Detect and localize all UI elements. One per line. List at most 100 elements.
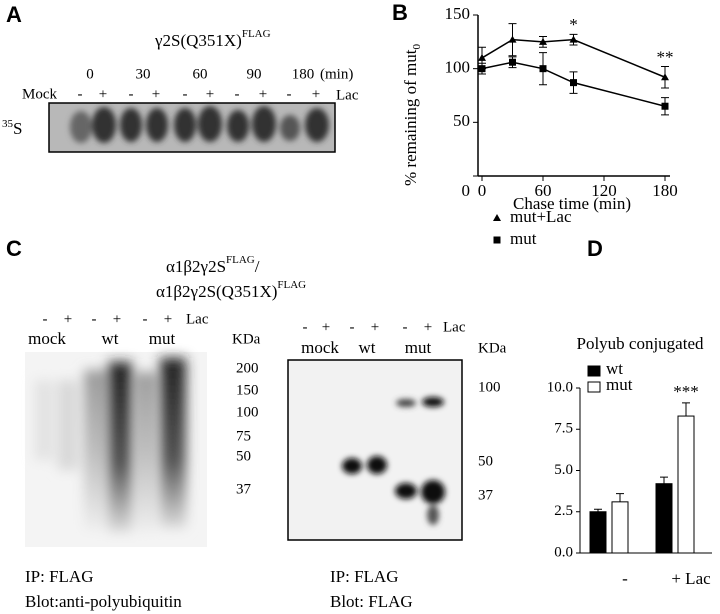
isotope-text: S [13,119,22,138]
lane-sign: + [152,86,160,102]
y-label-text: % remaining of mut [401,49,420,186]
lane-sign: + [259,86,267,102]
time-label: 60 [193,66,208,82]
y-tick-label: 150 [445,4,471,23]
x-tick-label: - [622,569,628,588]
marker-label: 200 [236,360,259,376]
legend-marker [493,236,501,244]
lane-signs: - + - + - + - + - + [78,86,321,102]
marker-label: 37 [478,487,494,503]
lane-sign: + [113,311,121,327]
lane-sign: - [43,311,48,327]
error-bar [660,476,668,484]
isotope-sup: 35 [2,118,14,130]
ip-label: IP: FLAG [330,567,398,586]
bar [589,511,607,554]
lane-sign: - [129,86,134,102]
point [539,37,547,45]
blot-a [48,102,336,153]
x-tick-label: 180 [652,181,678,200]
time-label: 180 [292,66,315,82]
time-unit: (min) [320,66,353,82]
x-axis-label: Chase time (min) [513,194,631,213]
group-label: wt [359,338,376,357]
lac-label: Lac [186,311,209,327]
lane-sign: + [424,319,432,335]
blot-c-left [25,352,207,547]
panel-title-line: α1β2γ2SFLAG/ [166,254,260,276]
lane-sign: + [99,86,107,102]
lane-sign: - [303,319,308,335]
legend-swatch [587,381,601,393]
marker-label: 37 [236,481,252,497]
point [661,73,669,81]
title-sup: FLAG [242,28,271,40]
panel-letter: D [587,236,603,261]
point [539,65,547,73]
lane-sign: - [92,311,97,327]
lane-sign: - [143,311,148,327]
y-tick-label: 100 [445,58,471,77]
legend-marker [493,214,501,221]
legend-label: mut [606,375,633,394]
legend-label: mut [510,229,537,248]
title-sup: FLAG [277,279,306,291]
panel-letter: A [6,2,22,27]
marker-label: 50 [478,453,493,469]
blot-c-right [287,359,463,541]
chart-title: Polyub conjugated [576,334,704,353]
panel-letter: B [392,0,408,25]
title-sup: FLAG [226,254,255,266]
group-label: wt [102,329,119,348]
point [478,65,486,73]
lane-sign: - [403,319,408,335]
lane-sign: - [350,319,355,335]
time-label: 90 [247,66,262,82]
bar [655,483,673,554]
lane-sign: + [371,319,379,335]
mock-label: Mock [22,86,57,102]
x-tick-label: 60 [535,181,552,200]
annotation: * [569,15,578,34]
legend-label: wt [606,359,623,378]
marker-label: 100 [236,404,259,420]
lane-sign: - [235,86,240,102]
time-label: 30 [136,66,151,82]
blot-label: Blot: FLAG [330,592,413,611]
x-tick-label: 120 [591,181,617,200]
lane-sign: + [312,86,320,102]
title-text: α1β2γ2S(Q351X) [156,282,277,301]
y-axis-label: % remaining of mut0 [401,44,423,186]
group-label: mock [28,329,66,348]
panel-title: γ2S(Q351X)FLAG [154,28,271,50]
error-bar [616,493,624,502]
isotope-label: 35S [2,118,22,138]
point [570,79,577,87]
lane-sign: - [78,86,83,102]
y-tick-label: 0 [462,181,471,200]
group-label: mut [405,338,432,357]
y-tick-label: 7.5 [554,421,573,437]
group-label: mock [301,338,339,357]
y-label-sub: 0 [411,44,423,50]
lane-sign: + [64,311,72,327]
legend-swatch [587,365,601,377]
title-text: α1β2γ2S [166,257,226,276]
marker-label: 150 [236,382,259,398]
lane-sign: - [183,86,188,102]
lane-sign: + [164,311,172,327]
bar [677,415,695,554]
x-tick-label: 0 [478,181,487,200]
marker-label: 50 [236,448,251,464]
error-bar [682,402,690,417]
panel-title-line: α1β2γ2S(Q351X)FLAG [156,279,306,301]
ip-label: IP: FLAG [25,567,93,586]
point [661,102,669,110]
time-labels: 0 30 60 90 180 (min) [86,66,353,82]
unit-label: KDa [478,340,507,356]
marker-label: 75 [236,428,251,444]
